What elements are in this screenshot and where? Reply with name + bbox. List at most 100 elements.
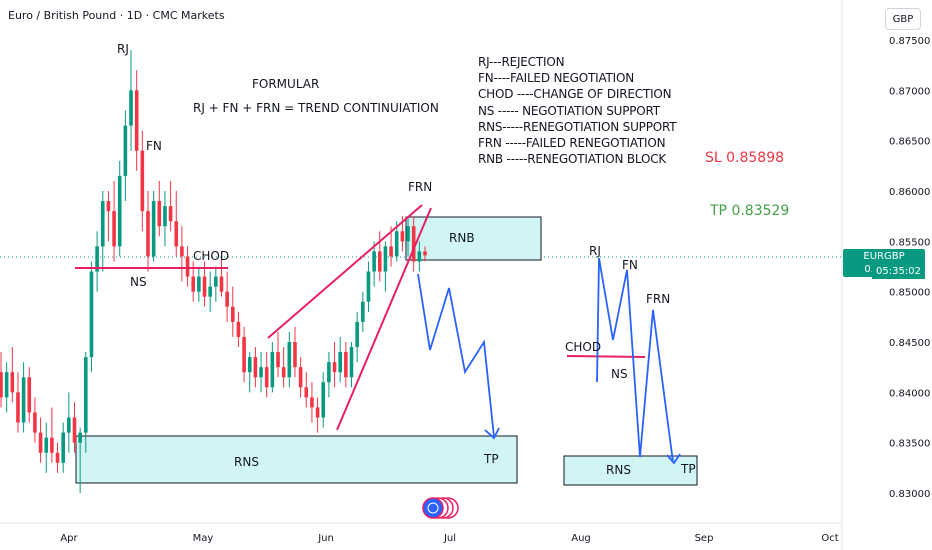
candle	[247, 352, 252, 393]
candle	[230, 286, 235, 337]
price-tick-label: 0.86500	[889, 137, 930, 148]
formula-text: RJ + FN + FRN = TREND CONTINUIATION	[193, 101, 439, 115]
label-fn: FN	[146, 139, 162, 153]
upper-trend-line	[267, 204, 423, 339]
candle	[27, 367, 32, 423]
candle	[225, 271, 229, 322]
candle	[236, 311, 241, 348]
candle	[366, 261, 371, 312]
rns-zone-box[interactable]	[75, 435, 518, 484]
candle	[327, 352, 331, 398]
price-tick-label: 0.87500	[889, 36, 930, 47]
currency-selector[interactable]: GBP	[885, 8, 921, 30]
lower-trend-line	[336, 207, 432, 431]
candle	[332, 342, 337, 388]
candle	[214, 266, 218, 302]
candle	[197, 266, 201, 302]
label-ns: NS	[130, 275, 147, 289]
candle	[180, 226, 184, 282]
candle	[406, 216, 410, 257]
broker-logo[interactable]	[422, 497, 459, 519]
candle	[304, 372, 309, 408]
legend-ns: NS ----- NEGOTIATION SUPPORT	[478, 103, 660, 118]
stop-loss-label: SL 0.85898	[705, 150, 785, 166]
candle	[16, 372, 20, 433]
candle	[185, 246, 190, 287]
candle	[377, 231, 382, 282]
candle	[298, 357, 303, 398]
candle	[383, 241, 388, 292]
time-tick-label: Sep	[695, 533, 714, 544]
candle	[270, 342, 275, 393]
candle	[10, 347, 15, 403]
candle	[157, 180, 162, 237]
label-tp: TP	[484, 452, 499, 466]
candle	[276, 331, 280, 378]
price-tick-label: 0.87000	[889, 86, 930, 97]
legend-frn: FRN -----FAILED RENEGOTIATION	[478, 136, 666, 151]
candle	[259, 352, 263, 393]
candle	[61, 422, 65, 473]
legend-rj: RJ---REJECTION	[478, 55, 565, 69]
price-tick-label: 0.83500	[889, 439, 930, 450]
time-tick-label: May	[193, 533, 214, 544]
price-tick-label: 0.86000	[889, 187, 930, 198]
candle	[106, 191, 111, 242]
price-tick-label: 0.84500	[889, 338, 930, 349]
price-tick-label: 0.85000	[889, 288, 930, 299]
label-fn-2: FN	[622, 258, 638, 272]
candle	[100, 191, 105, 272]
label-frn: FRN	[408, 180, 433, 194]
legend-chod: CHOD ----CHANGE OF DIRECTION	[478, 87, 672, 102]
symbol-label: EURGBP	[863, 251, 905, 262]
time-tick-label: Jun	[317, 533, 334, 544]
candle	[344, 342, 348, 388]
price-tick-label: 0.84000	[889, 388, 930, 399]
legend-fn: FN----FAILED NEGOTIATION	[478, 71, 635, 86]
candle	[33, 397, 37, 443]
candle	[417, 241, 422, 272]
candle	[21, 362, 26, 433]
price-tick-label: 0.83000	[889, 489, 930, 500]
candle	[140, 130, 145, 232]
price-tick-label: 0.85500	[889, 237, 930, 248]
label-chod-2: CHOD	[565, 340, 602, 354]
candle	[50, 407, 54, 463]
candle	[253, 347, 258, 388]
candle	[242, 326, 246, 383]
label-rj-2: RJ	[589, 244, 601, 258]
candle	[372, 241, 376, 287]
label-ns-2: NS	[611, 367, 628, 381]
candle	[163, 191, 167, 247]
candle	[78, 427, 82, 493]
countdown-badge: 05:35:02	[872, 264, 925, 279]
candle	[123, 110, 128, 202]
label-rns: RNS	[234, 455, 259, 469]
candle	[55, 442, 60, 473]
candle	[44, 422, 49, 473]
candle	[281, 347, 286, 388]
schematic-path	[596, 257, 674, 463]
chart-title: Euro / British Pound · 1D · CMC Markets	[8, 9, 225, 22]
legend-box: RJ---REJECTION FN----FAILED NEGOTIATION …	[478, 54, 677, 167]
label-rns-2: RNS	[606, 463, 631, 477]
projection-path	[417, 273, 495, 438]
label-rj: RJ	[117, 42, 129, 56]
candle	[321, 372, 326, 428]
candle	[202, 261, 207, 307]
candle	[0, 352, 3, 408]
legend-rnb: RNB -----RENEGOTIATION BLOCK	[478, 152, 667, 167]
candle	[423, 246, 427, 262]
label-chod: CHOD	[193, 249, 230, 263]
schematic-arrowhead	[666, 453, 681, 465]
rnb-zone-box[interactable]	[405, 216, 542, 261]
formula-title: FORMULAR	[252, 77, 320, 91]
label-rnb: RNB	[449, 231, 475, 245]
legend-rns: RNS-----RENEGOTIATION SUPPORT	[478, 119, 677, 134]
candle	[315, 397, 320, 433]
candle	[208, 271, 212, 312]
candle	[129, 50, 133, 151]
candle	[134, 70, 139, 171]
candle	[168, 180, 173, 232]
